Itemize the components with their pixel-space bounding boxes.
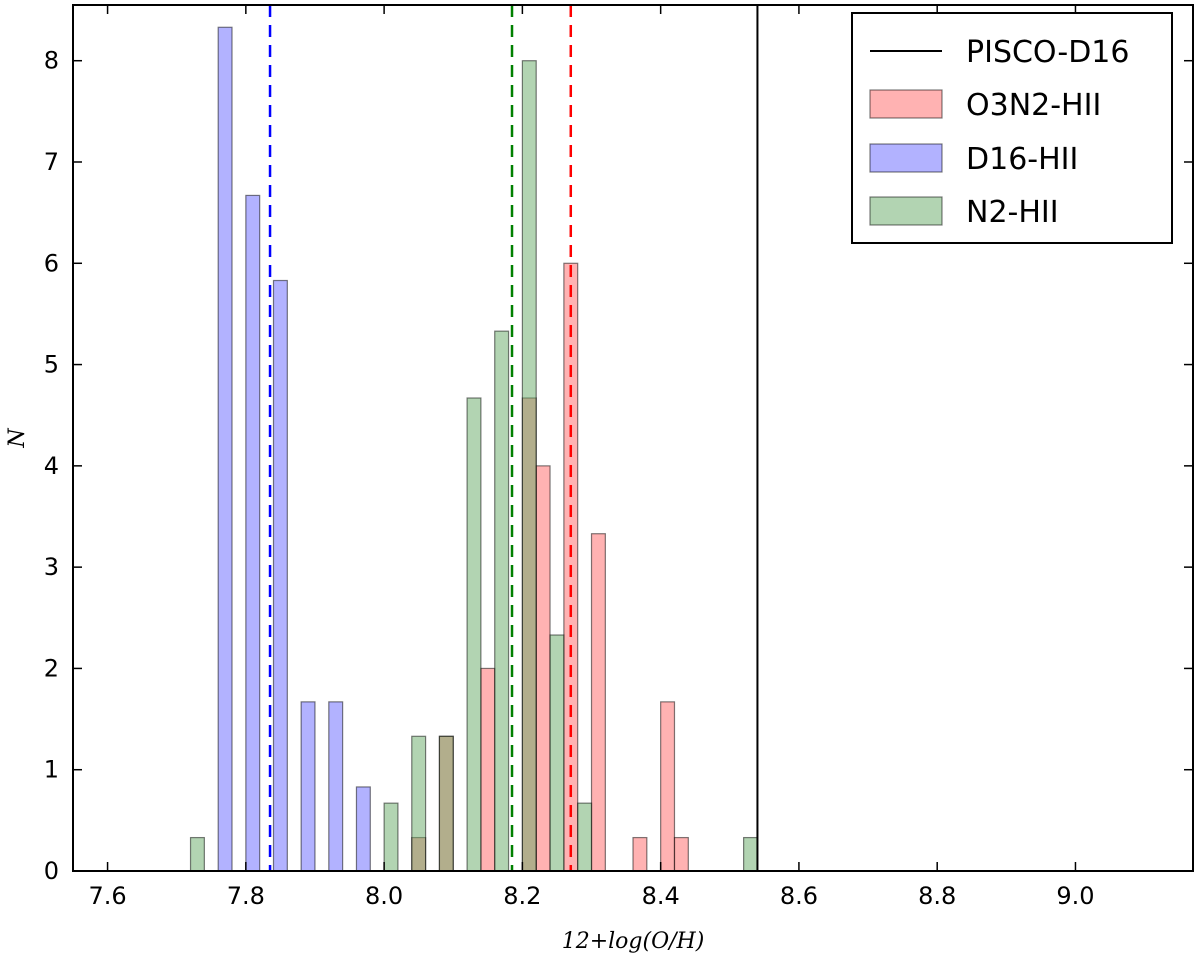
y-tick-label: 5: [44, 351, 59, 379]
y-tick-label: 3: [44, 553, 59, 581]
legend-label-o3n2-hii: O3N2-HII: [966, 88, 1101, 123]
bar-o3n2-hii-8: [660, 701, 676, 872]
legend: PISCO-D16 O3N2-HII D16-HII N2-HII: [851, 12, 1173, 244]
x-tick-label: 7.8: [227, 882, 265, 910]
y-tick-label: 6: [44, 249, 59, 277]
x-tick-label: 9.0: [1056, 882, 1094, 910]
bar-o3n2-hii-4: [535, 465, 551, 872]
bar-n2-hii-5: [494, 330, 510, 872]
y-tick-label: 1: [44, 756, 59, 784]
bar-n2-hii-7: [549, 634, 565, 872]
bar-d16-hii-5: [355, 786, 371, 872]
bar-n2-hii-3: [438, 735, 454, 872]
bar-n2-hii-9: [743, 836, 759, 872]
y-tick-label: 2: [44, 654, 59, 682]
bar-d16-hii-0: [217, 26, 233, 872]
y-tick-label: 0: [44, 857, 59, 885]
mean-lines-layer: [268, 5, 759, 871]
x-tick-label: 7.6: [88, 882, 126, 910]
legend-label-d16-hii: D16-HII: [966, 142, 1078, 177]
x-tick-label: 8.6: [780, 882, 818, 910]
x-tick-label: 8.0: [365, 882, 403, 910]
x-axis-label: 12+log(O/H): [562, 929, 705, 954]
bar-n2-hii-0: [189, 836, 205, 872]
bar-o3n2-hii-6: [590, 533, 606, 872]
bar-d16-hii-2: [272, 279, 288, 872]
legend-swatch-o3n2-hii: [869, 89, 943, 119]
legend-swatch-d16-hii: [869, 143, 943, 173]
x-tick-label: 8.2: [503, 882, 541, 910]
x-tick-label: 8.8: [918, 882, 956, 910]
legend-swatch-n2-hii: [869, 196, 943, 226]
legend-label-n2-hii: N2-HII: [966, 195, 1059, 230]
bar-n2-hii-8: [577, 802, 593, 872]
legend-label-pisco-d16: PISCO-D16: [966, 35, 1129, 70]
bar-o3n2-hii-7: [632, 836, 648, 872]
bar-d16-hii-4: [328, 701, 344, 872]
bar-o3n2-hii-2: [480, 667, 496, 872]
bar-n2-hii-2: [411, 735, 427, 872]
ticks-layer: 7.6 7.8 8.0 8.2 8.4 8.6 8.8 9.0 0 1 2 3 4 5 6 7 8: [44, 5, 1193, 910]
y-axis-label: N: [5, 428, 30, 449]
bar-n2-hii-1: [383, 802, 399, 872]
y-tick-label: 4: [44, 452, 59, 480]
y-tick-label: 7: [44, 148, 59, 176]
bar-n2-hii-4: [466, 397, 482, 872]
bars-layer: [189, 26, 759, 872]
y-tick-label: 8: [44, 47, 59, 75]
bar-n2-hii-6: [521, 60, 537, 872]
x-tick-label: 8.4: [642, 882, 680, 910]
bar-o3n2-hii-9: [673, 836, 689, 872]
plot-frame: [72, 4, 1194, 872]
bar-d16-hii-1: [245, 194, 261, 872]
bar-d16-hii-3: [300, 701, 316, 872]
